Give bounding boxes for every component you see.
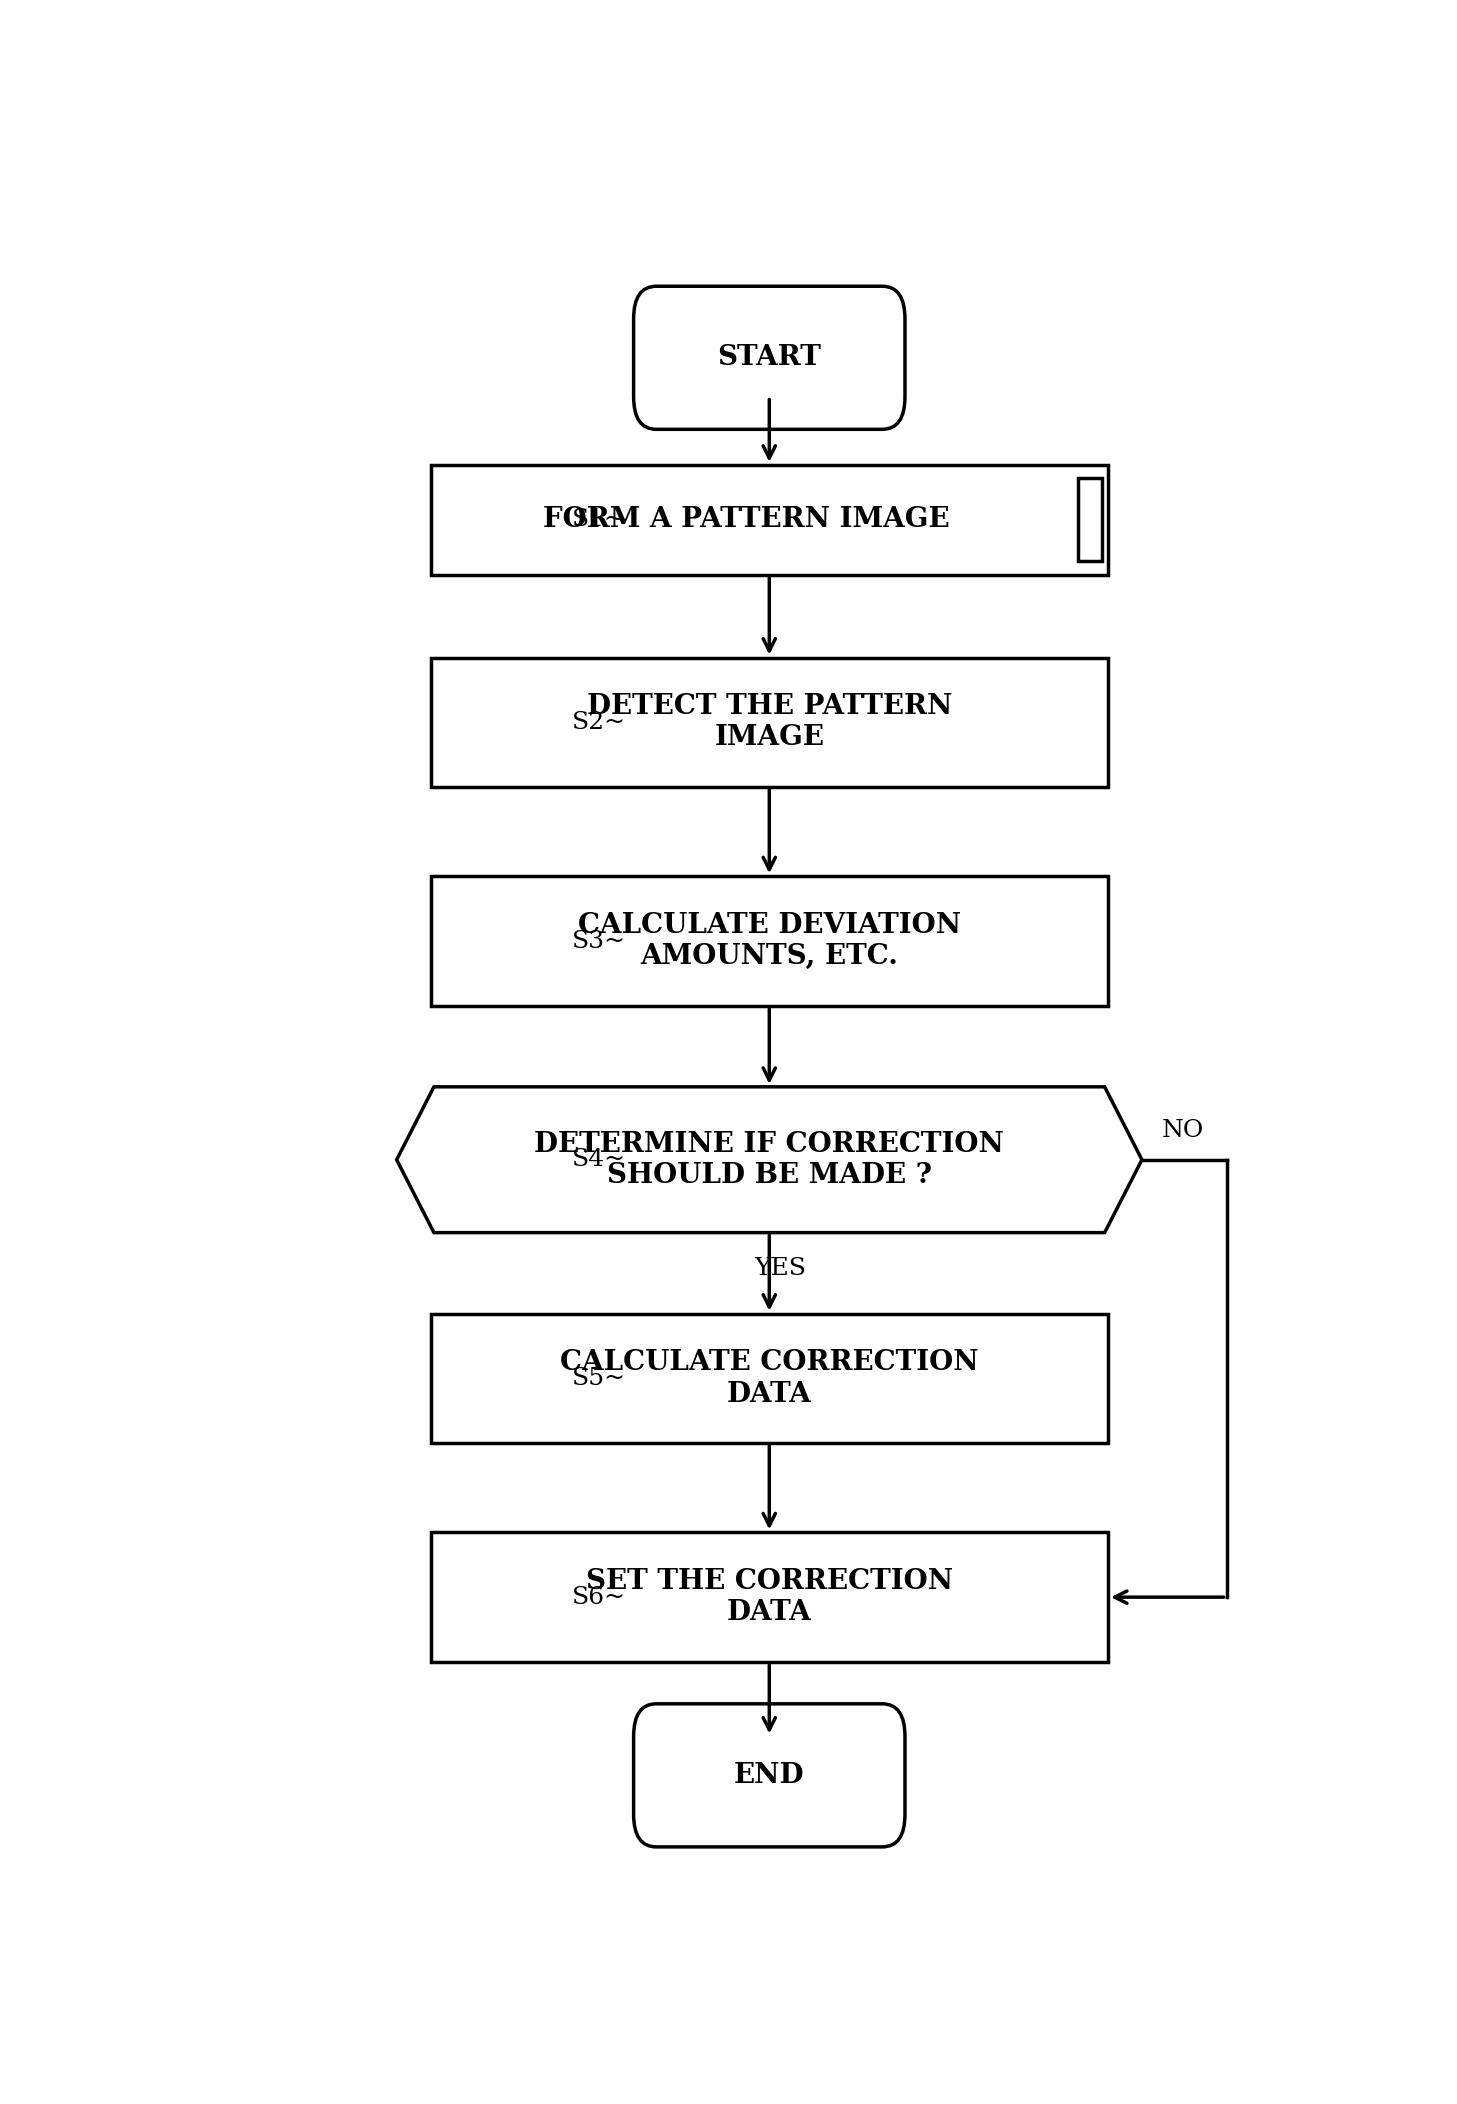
- Text: S2~: S2~: [571, 711, 625, 734]
- Text: S5~: S5~: [571, 1368, 625, 1391]
- Text: CALCULATE CORRECTION
DATA: CALCULATE CORRECTION DATA: [559, 1349, 979, 1408]
- Text: S4~: S4~: [571, 1149, 625, 1172]
- Polygon shape: [396, 1088, 1142, 1233]
- FancyBboxPatch shape: [634, 1704, 905, 1847]
- Text: START: START: [717, 345, 822, 370]
- Text: FORM A PATTERN IMAGE: FORM A PATTERN IMAGE: [543, 507, 950, 532]
- Bar: [431, 1313, 1109, 1443]
- Bar: [1078, 478, 1103, 562]
- Bar: [431, 1532, 1109, 1662]
- Text: S3~: S3~: [571, 930, 625, 953]
- FancyBboxPatch shape: [634, 286, 905, 429]
- Text: DETECT THE PATTERN
IMAGE: DETECT THE PATTERN IMAGE: [587, 692, 951, 751]
- Text: S1~: S1~: [571, 509, 625, 532]
- Bar: [431, 465, 1109, 574]
- Text: END: END: [734, 1761, 804, 1788]
- Text: NO: NO: [1163, 1119, 1205, 1142]
- Bar: [431, 875, 1109, 1006]
- Text: DETERMINE IF CORRECTION
SHOULD BE MADE ?: DETERMINE IF CORRECTION SHOULD BE MADE ?: [535, 1130, 1004, 1189]
- Bar: [431, 659, 1109, 787]
- Text: S6~: S6~: [571, 1586, 625, 1610]
- Text: SET THE CORRECTION
DATA: SET THE CORRECTION DATA: [586, 1567, 953, 1626]
- Text: YES: YES: [755, 1256, 807, 1279]
- Text: CALCULATE DEVIATION
AMOUNTS, ETC.: CALCULATE DEVIATION AMOUNTS, ETC.: [578, 911, 960, 970]
